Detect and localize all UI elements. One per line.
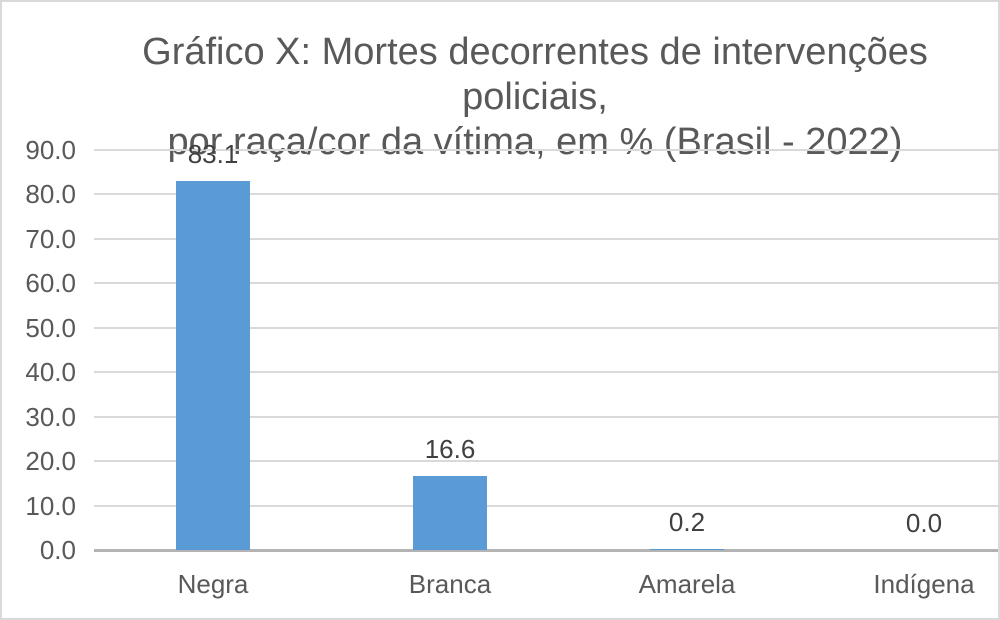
gridline bbox=[94, 282, 998, 284]
gridline bbox=[94, 416, 998, 418]
gridline bbox=[94, 149, 998, 151]
gridline bbox=[94, 193, 998, 195]
gridline bbox=[94, 505, 998, 507]
data-label-amarela: 0.2 bbox=[668, 507, 706, 537]
y-tick-label: 30.0 bbox=[25, 402, 76, 432]
y-tick-label: 90.0 bbox=[25, 135, 76, 165]
data-label-negra: 83.1 bbox=[187, 139, 239, 169]
chart-title-line2: por raça/cor da vítima, em % (Brasil - 2… bbox=[167, 121, 903, 163]
bar-amarela bbox=[650, 549, 724, 550]
y-tick-label: 40.0 bbox=[25, 357, 76, 387]
y-tick-label: 0.0 bbox=[39, 535, 76, 565]
category-label-indigena: Indígena bbox=[873, 569, 975, 599]
bar-branca bbox=[413, 476, 487, 550]
category-label-negra: Negra bbox=[177, 569, 249, 599]
gridline bbox=[94, 460, 998, 462]
gridline bbox=[94, 327, 998, 329]
y-tick-label: 80.0 bbox=[25, 179, 76, 209]
y-tick-label: 60.0 bbox=[25, 268, 76, 298]
y-tick-label: 50.0 bbox=[25, 313, 76, 343]
gridline bbox=[94, 238, 998, 240]
chart-title: Gráfico X: Mortes decorrentes de interve… bbox=[68, 30, 998, 165]
data-label-branca: 16.6 bbox=[424, 434, 476, 464]
category-label-amarela: Amarela bbox=[638, 569, 736, 599]
y-tick-label: 10.0 bbox=[25, 491, 76, 521]
gridline bbox=[94, 371, 998, 373]
x-axis-line bbox=[94, 549, 998, 552]
bar-negra bbox=[176, 181, 250, 550]
y-tick-label: 20.0 bbox=[25, 446, 76, 476]
y-tick-label: 70.0 bbox=[25, 224, 76, 254]
chart-title-line1: Gráfico X: Mortes decorrentes de interve… bbox=[142, 31, 928, 118]
data-label-indigena: 0.0 bbox=[905, 508, 943, 538]
category-label-branca: Branca bbox=[408, 569, 492, 599]
